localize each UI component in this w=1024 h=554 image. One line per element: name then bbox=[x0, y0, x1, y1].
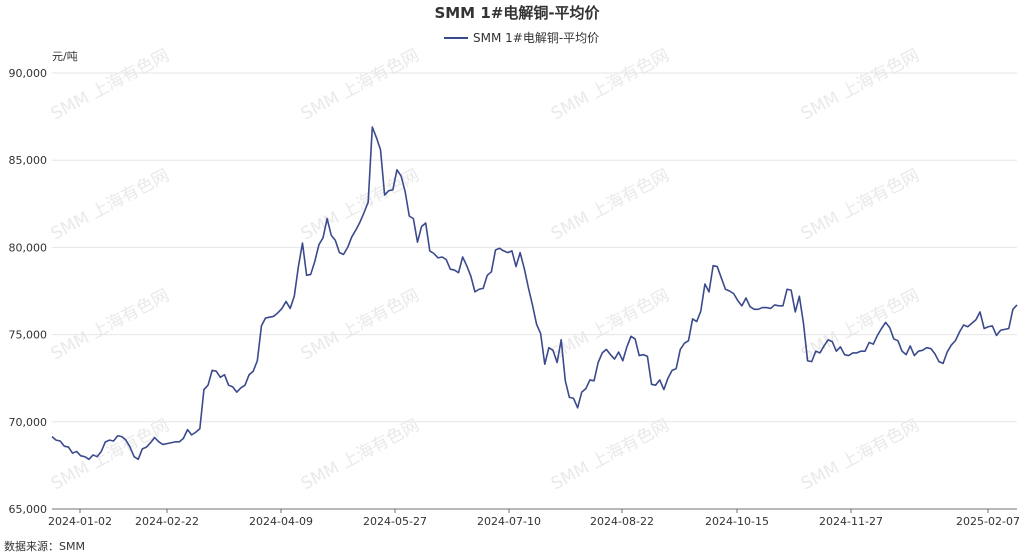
y-axis-unit: 元/吨 bbox=[52, 50, 78, 63]
y-tick-label: 80,000 bbox=[9, 241, 48, 254]
y-tick-label: 85,000 bbox=[9, 154, 48, 167]
y-tick-label: 70,000 bbox=[9, 416, 48, 429]
watermark-text: SMM 上海有色网 bbox=[548, 285, 673, 364]
x-tick-label: 2024-07-10 bbox=[477, 515, 541, 528]
y-tick-label: 90,000 bbox=[9, 67, 48, 80]
y-tick-label: 65,000 bbox=[9, 503, 48, 516]
legend-label: SMM 1#电解铜-平均价 bbox=[473, 30, 599, 45]
x-tick-label: 2025-02-07 bbox=[956, 515, 1020, 528]
x-tick-label: 2024-02-22 bbox=[135, 515, 199, 528]
chart-title: SMM 1#电解铜-平均价 bbox=[434, 4, 600, 22]
x-tick-label: 2024-05-27 bbox=[363, 515, 427, 528]
watermark-text: SMM 上海有色网 bbox=[298, 415, 423, 494]
x-tick-label: 2024-11-27 bbox=[819, 515, 883, 528]
watermark-text: SMM 上海有色网 bbox=[798, 165, 923, 244]
series-line[interactable] bbox=[51, 126, 1018, 461]
watermark-text: SMM 上海有色网 bbox=[798, 415, 923, 494]
x-tick-label: 2024-04-09 bbox=[249, 515, 313, 528]
watermark-text: SMM 上海有色网 bbox=[48, 165, 173, 244]
watermark-text: SMM 上海有色网 bbox=[798, 45, 923, 124]
watermark-text: SMM 上海有色网 bbox=[298, 165, 423, 244]
legend[interactable]: SMM 1#电解铜-平均价 bbox=[444, 30, 599, 45]
watermark-text: SMM 上海有色网 bbox=[298, 285, 423, 364]
watermark-text: SMM 上海有色网 bbox=[298, 45, 423, 124]
watermark-layer: SMM 上海有色网 SMM 上海有色网 SMM 上海有色网 SMM 上海有色网 SMM … bbox=[48, 45, 923, 494]
x-tick-label: 2024-08-22 bbox=[590, 515, 654, 528]
data-source-note: 数据来源：SMM bbox=[4, 540, 85, 553]
gridlines bbox=[52, 72, 1017, 510]
x-tick-label: 2024-10-15 bbox=[705, 515, 769, 528]
y-axis-ticks: 65,000 70,000 75,000 80,000 85,000 90,000 bbox=[9, 67, 48, 516]
watermark-text: SMM 上海有色网 bbox=[548, 165, 673, 244]
x-axis-ticks: 2024-01-02 2024-02-22 2024-04-09 2024-05-27… bbox=[48, 509, 1020, 528]
watermark-text: SMM 上海有色网 bbox=[548, 45, 673, 124]
watermark-text: SMM 上海有色网 bbox=[48, 285, 173, 364]
y-tick-label: 75,000 bbox=[9, 329, 48, 342]
x-tick-label: 2024-01-02 bbox=[48, 515, 112, 528]
watermark-text: SMM 上海有色网 bbox=[548, 415, 673, 494]
watermark-text: SMM 上海有色网 bbox=[48, 415, 173, 494]
